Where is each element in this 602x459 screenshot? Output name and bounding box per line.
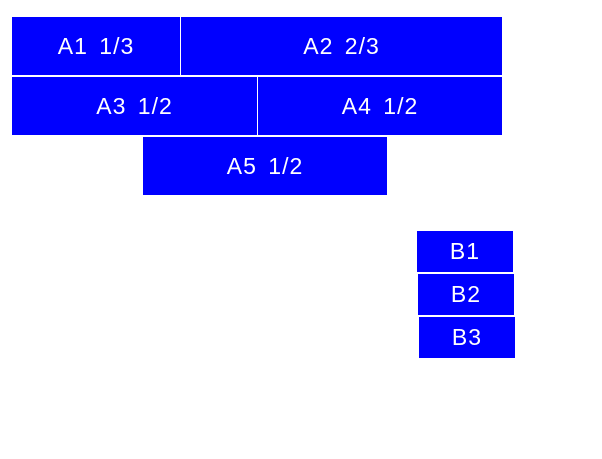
box-a2: A2 2/3 — [181, 17, 502, 75]
box-a3: A3 1/2 — [12, 77, 257, 135]
box-a5: A5 1/2 — [143, 137, 387, 195]
box-a4: A4 1/2 — [258, 77, 502, 135]
box-a1: A1 1/3 — [12, 17, 180, 75]
box-b3: B3 — [419, 317, 515, 358]
box-b2: B2 — [418, 274, 514, 315]
box-b1: B1 — [417, 231, 513, 272]
